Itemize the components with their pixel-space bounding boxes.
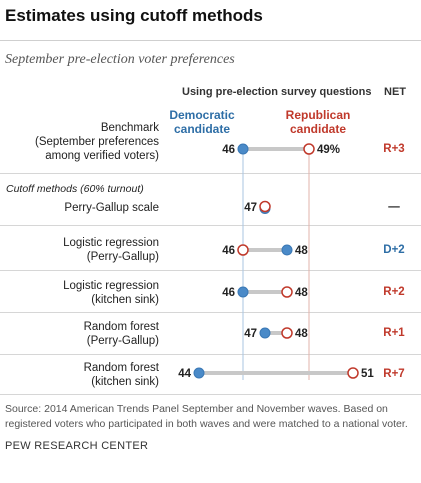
row-divider bbox=[0, 173, 421, 174]
democratic-value-label: 47 bbox=[244, 328, 257, 340]
row-label-random-forest-perry-gallup: Random forest (Perry-Gallup) bbox=[84, 320, 159, 348]
row-label-line: Random forest bbox=[83, 321, 159, 333]
row-label-line: (kitchen sink) bbox=[91, 376, 159, 388]
democratic-value-label: 44 bbox=[178, 368, 191, 380]
row-label-line: Logistic regression bbox=[63, 237, 159, 249]
net-value: D+2 bbox=[383, 244, 405, 256]
net-column-header: NET bbox=[384, 86, 406, 98]
row-label-line: Benchmark bbox=[100, 122, 159, 134]
republican-dot bbox=[237, 244, 249, 256]
democratic-dot bbox=[237, 286, 249, 298]
republican-value-label: 49% bbox=[317, 144, 340, 156]
title-divider bbox=[0, 40, 421, 41]
republican-dot bbox=[347, 367, 359, 379]
row-divider bbox=[0, 312, 421, 313]
source-note: Source: 2014 American Trends Panel Septe… bbox=[5, 403, 408, 430]
legend-democratic-line1: Democratic bbox=[169, 108, 235, 122]
legend-democratic-candidate: Democratic candidate bbox=[160, 108, 244, 136]
row-label-line: Perry-Gallup scale bbox=[64, 202, 159, 214]
org-credit: PEW RESEARCH CENTER bbox=[5, 440, 149, 452]
democratic-dot bbox=[259, 327, 271, 339]
democratic-value-label: 46 bbox=[222, 287, 235, 299]
republican-dot bbox=[281, 286, 293, 298]
republican-dot bbox=[281, 327, 293, 339]
row-label-line: Random forest bbox=[83, 362, 159, 374]
republican-dot bbox=[303, 143, 315, 155]
row-label-perry-gallup-scale: Perry-Gallup scale bbox=[64, 201, 159, 215]
row-divider bbox=[0, 394, 421, 395]
republican-value-label: 51 bbox=[361, 368, 374, 380]
row-label-line: among verified voters) bbox=[45, 150, 159, 162]
row-divider bbox=[0, 270, 421, 271]
row-label-line: (Perry-Gallup) bbox=[86, 251, 159, 263]
legend-republican-line2: candidate bbox=[289, 122, 346, 136]
row-label-random-forest-kitchen-sink: Random forest (kitchen sink) bbox=[84, 361, 159, 389]
row-label-logistic-regression-kitchen-sink: Logistic regression (kitchen sink) bbox=[63, 279, 159, 307]
row-label-benchmark: Benchmark (September preferences among v… bbox=[35, 121, 159, 163]
legend-democratic-line2: candidate bbox=[173, 122, 230, 136]
net-value: R+3 bbox=[383, 143, 405, 155]
legend-republican-candidate: Republican candidate bbox=[276, 108, 360, 136]
democratic-dot bbox=[281, 244, 293, 256]
section-label-cutoff-methods: Cutoff methods (60% turnout) bbox=[6, 183, 144, 195]
row-label-line: (kitchen sink) bbox=[91, 294, 159, 306]
republican-value-label: 46 bbox=[222, 245, 235, 257]
row-label-line: (September preferences bbox=[34, 136, 159, 148]
row-label-line: (Perry-Gallup) bbox=[86, 335, 159, 347]
row-label-line: Logistic regression bbox=[63, 280, 159, 292]
net-value: R+1 bbox=[383, 327, 405, 339]
democratic-value-label: 46 bbox=[222, 144, 235, 156]
column-header: Using pre-election survey questions bbox=[182, 86, 372, 98]
row-divider bbox=[0, 225, 421, 226]
democratic-value-label: 48 bbox=[295, 245, 308, 257]
democratic-value-label: 47 bbox=[244, 202, 257, 214]
net-value: R+7 bbox=[383, 368, 405, 380]
net-value: — bbox=[388, 201, 400, 213]
net-value: R+2 bbox=[383, 286, 405, 298]
republican-value-label: 48 bbox=[295, 328, 308, 340]
republican-value-label: 48 bbox=[295, 287, 308, 299]
democratic-dot bbox=[193, 367, 205, 379]
democratic-dot bbox=[237, 143, 249, 155]
republican-dot bbox=[259, 200, 271, 213]
legend-republican-line1: Republican bbox=[285, 108, 351, 122]
chart-subtitle: September pre-election voter preferences bbox=[5, 52, 235, 67]
chart-title: Estimates using cutoff methods bbox=[5, 6, 263, 25]
row-label-logistic-regression-perry-gallup: Logistic regression (Perry-Gallup) bbox=[63, 236, 159, 264]
row-divider bbox=[0, 354, 421, 355]
